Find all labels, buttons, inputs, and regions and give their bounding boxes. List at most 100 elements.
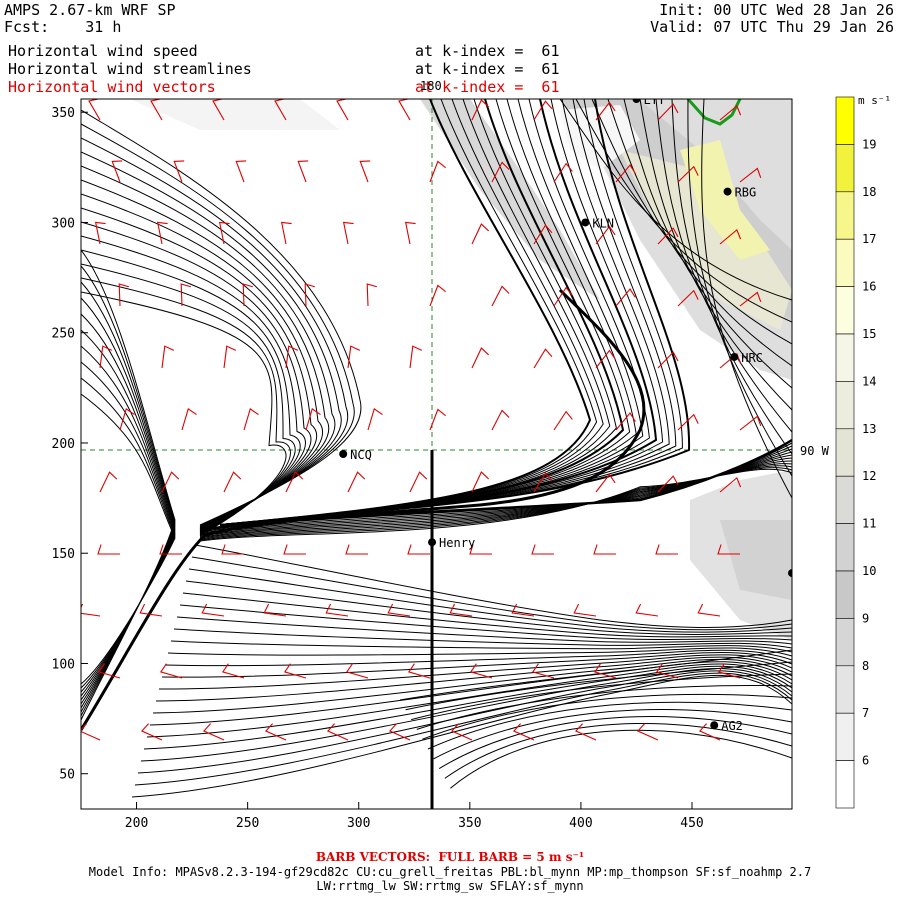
wind-barb [717, 663, 741, 679]
wind-barb [297, 160, 309, 183]
wind-barb [471, 99, 490, 121]
wind-barb [719, 352, 742, 369]
station-dot [339, 450, 348, 458]
barb-note: BARB VECTORS: FULL BARB = 5 m s⁻¹ [315, 850, 585, 864]
streamline [639, 99, 792, 411]
wind-barb [161, 471, 180, 493]
y-axis: 350 300 250 200 150 100 50 [52, 106, 88, 783]
streamline [81, 281, 176, 713]
valid-time: Valid: 07 UTC Thu 29 Jan 26 [650, 18, 894, 36]
wind-barb [553, 410, 573, 431]
wind-barb [263, 603, 287, 617]
streamline [219, 99, 650, 526]
colorbar-swatch [835, 428, 855, 477]
colorbar-label: 17 [862, 232, 876, 246]
y-tick-label: 50 [59, 768, 75, 783]
colorbar-label: 18 [862, 185, 876, 199]
streamline [81, 207, 318, 532]
wind-barb [404, 221, 416, 245]
wind-barb [429, 408, 447, 431]
streamline [81, 123, 355, 527]
wind-barb [657, 227, 679, 245]
colorbar-label: 7 [862, 706, 869, 720]
x-axis: 200 250 300 350 400 450 [125, 802, 704, 831]
field-level-1: at k-index = 61 [415, 42, 560, 60]
wind-barb [88, 99, 101, 121]
field-level-2: at k-index = 61 [415, 60, 560, 78]
streamline [185, 580, 792, 635]
wind-barb [159, 663, 183, 679]
wind-barb [359, 160, 371, 183]
colorbar-unit: m s⁻¹ [858, 94, 891, 107]
streamline [81, 265, 176, 717]
station-label: Henry [439, 536, 475, 550]
wind-barb [469, 544, 492, 555]
wind-barb [347, 471, 366, 493]
wind-barb [140, 723, 163, 741]
colorbar-swatch [835, 570, 855, 619]
station-dot [632, 99, 641, 103]
wind-barb [491, 409, 510, 431]
streamline [433, 709, 792, 760]
wind-barb [221, 663, 245, 679]
x-tick-label: 450 [680, 816, 703, 831]
wind-barb [553, 286, 573, 307]
streamline [188, 568, 792, 633]
fcst-label: Fcst: [4, 18, 50, 36]
streamline [173, 628, 792, 649]
wind-barb [491, 161, 510, 183]
wind-barb [450, 723, 473, 741]
colorbar-swatch [835, 712, 855, 761]
wind-barb [283, 544, 306, 555]
streamline [158, 654, 792, 690]
wind-barb [223, 345, 237, 369]
colorbar-label: 19 [862, 137, 876, 151]
wind-barb [531, 663, 555, 679]
colorbar-swatch [835, 238, 855, 287]
streamline [81, 165, 336, 529]
colorbar-label: 11 [862, 517, 876, 531]
streamline [81, 263, 296, 535]
streamline [81, 361, 176, 693]
wind-barb [347, 345, 361, 369]
wind-barb [118, 283, 129, 307]
station-label: LYT [643, 93, 665, 107]
wind-barb [573, 603, 597, 617]
wind-barb [336, 99, 349, 121]
wind-barb [326, 723, 349, 741]
wind-barb [471, 471, 490, 493]
streamline [411, 673, 792, 721]
streamline [179, 604, 792, 641]
streamline [170, 640, 792, 653]
wind-barb [366, 283, 377, 307]
x-tick-label: 200 [125, 816, 148, 831]
colorbar-label: 16 [862, 280, 876, 294]
streamline [161, 652, 792, 678]
colorbar-label: 13 [862, 422, 876, 436]
y-tick-label: 200 [52, 437, 75, 452]
y-tick-label: 150 [52, 547, 75, 562]
wind-barb [677, 413, 699, 431]
streamline [81, 345, 176, 697]
wind-map: LYT RBG KLN HRC NCQ Henry AG2 200 250 300 350 400 4… [52, 79, 892, 831]
wind-barb [223, 471, 242, 493]
wind-barb [657, 475, 679, 493]
wind-barb [156, 221, 168, 245]
streamline [81, 277, 291, 536]
colorbar-swatch [835, 760, 855, 809]
wind-barb [595, 225, 616, 245]
colorbar-swatch [835, 523, 855, 572]
fcst-value: 31 h [85, 18, 122, 36]
model-info: Model Info: MPASv8.2.3-194-gf29cd82c CU:… [88, 865, 812, 879]
streamline [191, 556, 792, 631]
wind-barb [739, 291, 762, 307]
streamline [607, 99, 792, 367]
wind-barb [387, 603, 411, 617]
x-tick-label: 300 [347, 816, 370, 831]
station-dot [428, 538, 437, 547]
wind-barb [719, 476, 742, 493]
wind-barb [739, 167, 762, 183]
streamline [591, 99, 792, 345]
wind-barb [94, 221, 106, 245]
wind-barb [719, 104, 742, 121]
